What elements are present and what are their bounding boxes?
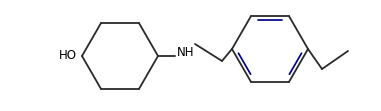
Text: HO: HO <box>59 50 77 62</box>
Text: NH: NH <box>177 47 194 59</box>
